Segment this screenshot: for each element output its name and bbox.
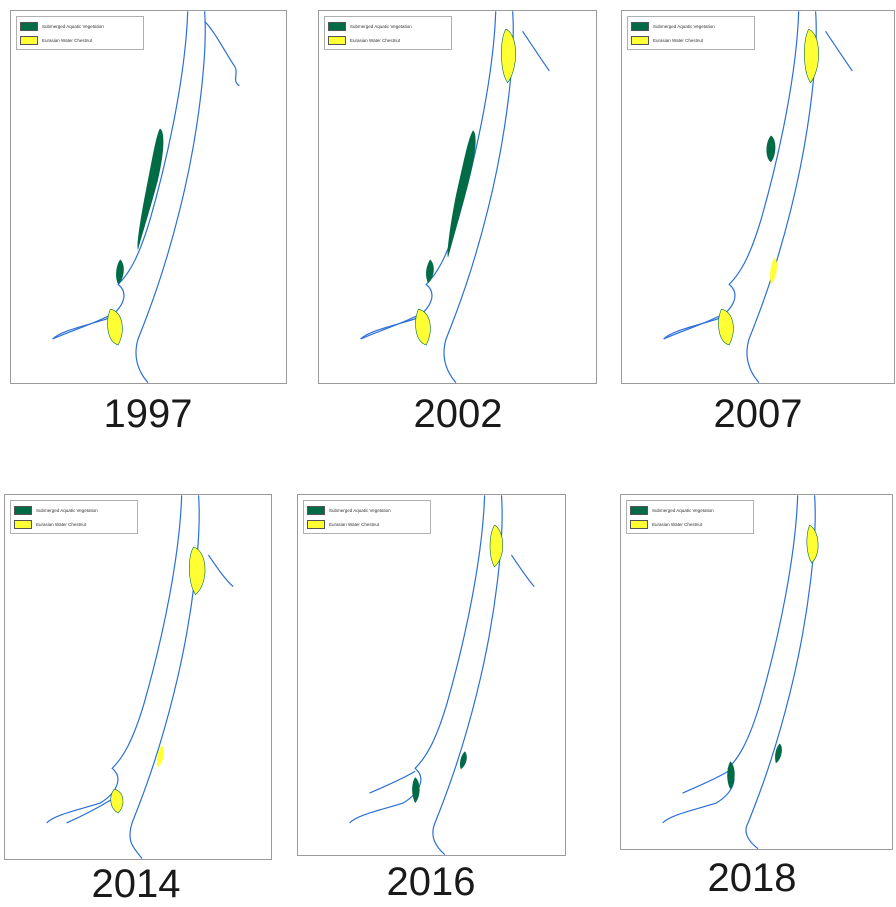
tributary-south bbox=[663, 314, 722, 340]
tributary-north bbox=[207, 554, 234, 588]
legend-label-ewc: Eurasian Water Chestnut bbox=[36, 522, 87, 527]
year-label-2018: 2018 bbox=[707, 856, 797, 900]
sav-patch-south bbox=[727, 761, 735, 790]
river-map bbox=[662, 495, 819, 849]
legend: Submerged Aquatic Vegetation Eurasian Wa… bbox=[627, 16, 755, 50]
legend-label-sav: Submerged Aquatic Vegetation bbox=[652, 508, 714, 513]
legend-swatch-ewc bbox=[328, 36, 346, 45]
river-map bbox=[349, 495, 535, 855]
legend-swatch-ewc bbox=[631, 36, 649, 45]
legend: Submerged Aquatic Vegetation Eurasian Wa… bbox=[626, 500, 754, 534]
year-label-1997: 1997 bbox=[103, 392, 193, 436]
legend-label-sav: Submerged Aquatic Vegetation bbox=[350, 24, 412, 29]
river-map bbox=[360, 11, 550, 383]
legend-label-sav: Submerged Aquatic Vegetation bbox=[653, 24, 715, 29]
ewc-patch-east bbox=[157, 745, 164, 768]
legend-label-ewc: Eurasian Water Chestnut bbox=[350, 38, 401, 43]
year-label-2016: 2016 bbox=[386, 860, 476, 904]
sav-patch-east bbox=[460, 751, 467, 770]
legend: Submerged Aquatic Vegetation Eurasian Wa… bbox=[10, 500, 138, 534]
year-label-2002: 2002 bbox=[413, 392, 503, 436]
sav-patch-west bbox=[426, 259, 434, 284]
legend-label-sav: Submerged Aquatic Vegetation bbox=[329, 508, 391, 513]
tributary-north bbox=[825, 30, 853, 72]
sav-bed-central bbox=[137, 128, 164, 250]
legend-swatch-sav bbox=[20, 22, 38, 31]
sav-bed-central bbox=[766, 135, 776, 163]
river-map bbox=[663, 11, 853, 383]
map-panel-1997: Submerged Aquatic Vegetation Eurasian Wa… bbox=[10, 10, 287, 384]
tributary-south bbox=[66, 798, 113, 824]
river-west-bank bbox=[349, 495, 486, 824]
sav-patch-west bbox=[116, 259, 124, 285]
legend-swatch-sav bbox=[307, 506, 325, 515]
legend-swatch-sav bbox=[14, 506, 32, 515]
ewc-patch-east bbox=[770, 257, 777, 285]
legend-label-sav: Submerged Aquatic Vegetation bbox=[36, 508, 98, 513]
map-panel-2014: Submerged Aquatic Vegetation Eurasian Wa… bbox=[4, 494, 272, 860]
ewc-patch-south bbox=[107, 308, 123, 346]
ewc-patch-south bbox=[718, 308, 734, 346]
river-map bbox=[52, 11, 240, 383]
ewc-patch-north bbox=[489, 524, 504, 568]
legend-label-sav: Submerged Aquatic Vegetation bbox=[42, 24, 104, 29]
legend: Submerged Aquatic Vegetation Eurasian Wa… bbox=[16, 16, 144, 50]
map-panel-2018: Submerged Aquatic Vegetation Eurasian Wa… bbox=[620, 494, 893, 850]
river-west-bank bbox=[360, 11, 497, 340]
tributary-south bbox=[52, 314, 111, 340]
legend: Submerged Aquatic Vegetation Eurasian Wa… bbox=[324, 16, 452, 50]
tributary-south bbox=[369, 770, 416, 794]
map-panel-2002: Submerged Aquatic Vegetation Eurasian Wa… bbox=[318, 10, 597, 384]
ewc-patch-south bbox=[110, 788, 124, 814]
tributary-north bbox=[204, 20, 240, 87]
river-east-bank bbox=[129, 495, 200, 859]
legend-swatch-ewc bbox=[307, 520, 325, 529]
sav-bed-central bbox=[447, 130, 476, 258]
legend-label-ewc: Eurasian Water Chestnut bbox=[653, 38, 704, 43]
legend-swatch-sav bbox=[328, 22, 346, 31]
legend-swatch-sav bbox=[630, 506, 648, 515]
legend-swatch-sav bbox=[631, 22, 649, 31]
ewc-patch-north bbox=[189, 546, 206, 596]
tributary-south bbox=[682, 770, 729, 794]
ewc-patch-north bbox=[806, 524, 819, 564]
legend-swatch-ewc bbox=[14, 520, 32, 529]
map-panel-2007: Submerged Aquatic Vegetation Eurasian Wa… bbox=[621, 10, 895, 384]
river-west-bank bbox=[52, 11, 189, 340]
ewc-patch-south bbox=[415, 308, 431, 346]
river-east-bank bbox=[745, 495, 816, 849]
legend-label-ewc: Eurasian Water Chestnut bbox=[652, 522, 703, 527]
map-panel-2016: Submerged Aquatic Vegetation Eurasian Wa… bbox=[297, 494, 566, 856]
river-west-bank bbox=[662, 495, 799, 824]
legend-label-ewc: Eurasian Water Chestnut bbox=[42, 38, 93, 43]
ewc-patch-north bbox=[501, 28, 516, 84]
river-map bbox=[46, 495, 234, 859]
year-label-2007: 2007 bbox=[713, 392, 803, 436]
year-label-2014: 2014 bbox=[91, 862, 181, 906]
legend-label-ewc: Eurasian Water Chestnut bbox=[329, 522, 380, 527]
tributary-north bbox=[510, 554, 535, 588]
river-west-bank bbox=[46, 495, 183, 824]
ewc-patch-north bbox=[804, 28, 819, 84]
tributary-south bbox=[360, 314, 419, 340]
river-west-bank bbox=[663, 11, 800, 340]
legend: Submerged Aquatic Vegetation Eurasian Wa… bbox=[303, 500, 431, 534]
river-east-bank bbox=[135, 11, 206, 383]
tributary-north bbox=[522, 30, 550, 72]
sav-patch-east bbox=[775, 743, 782, 764]
legend-swatch-ewc bbox=[20, 36, 38, 45]
legend-swatch-ewc bbox=[630, 520, 648, 529]
sav-patch-south bbox=[412, 777, 420, 804]
